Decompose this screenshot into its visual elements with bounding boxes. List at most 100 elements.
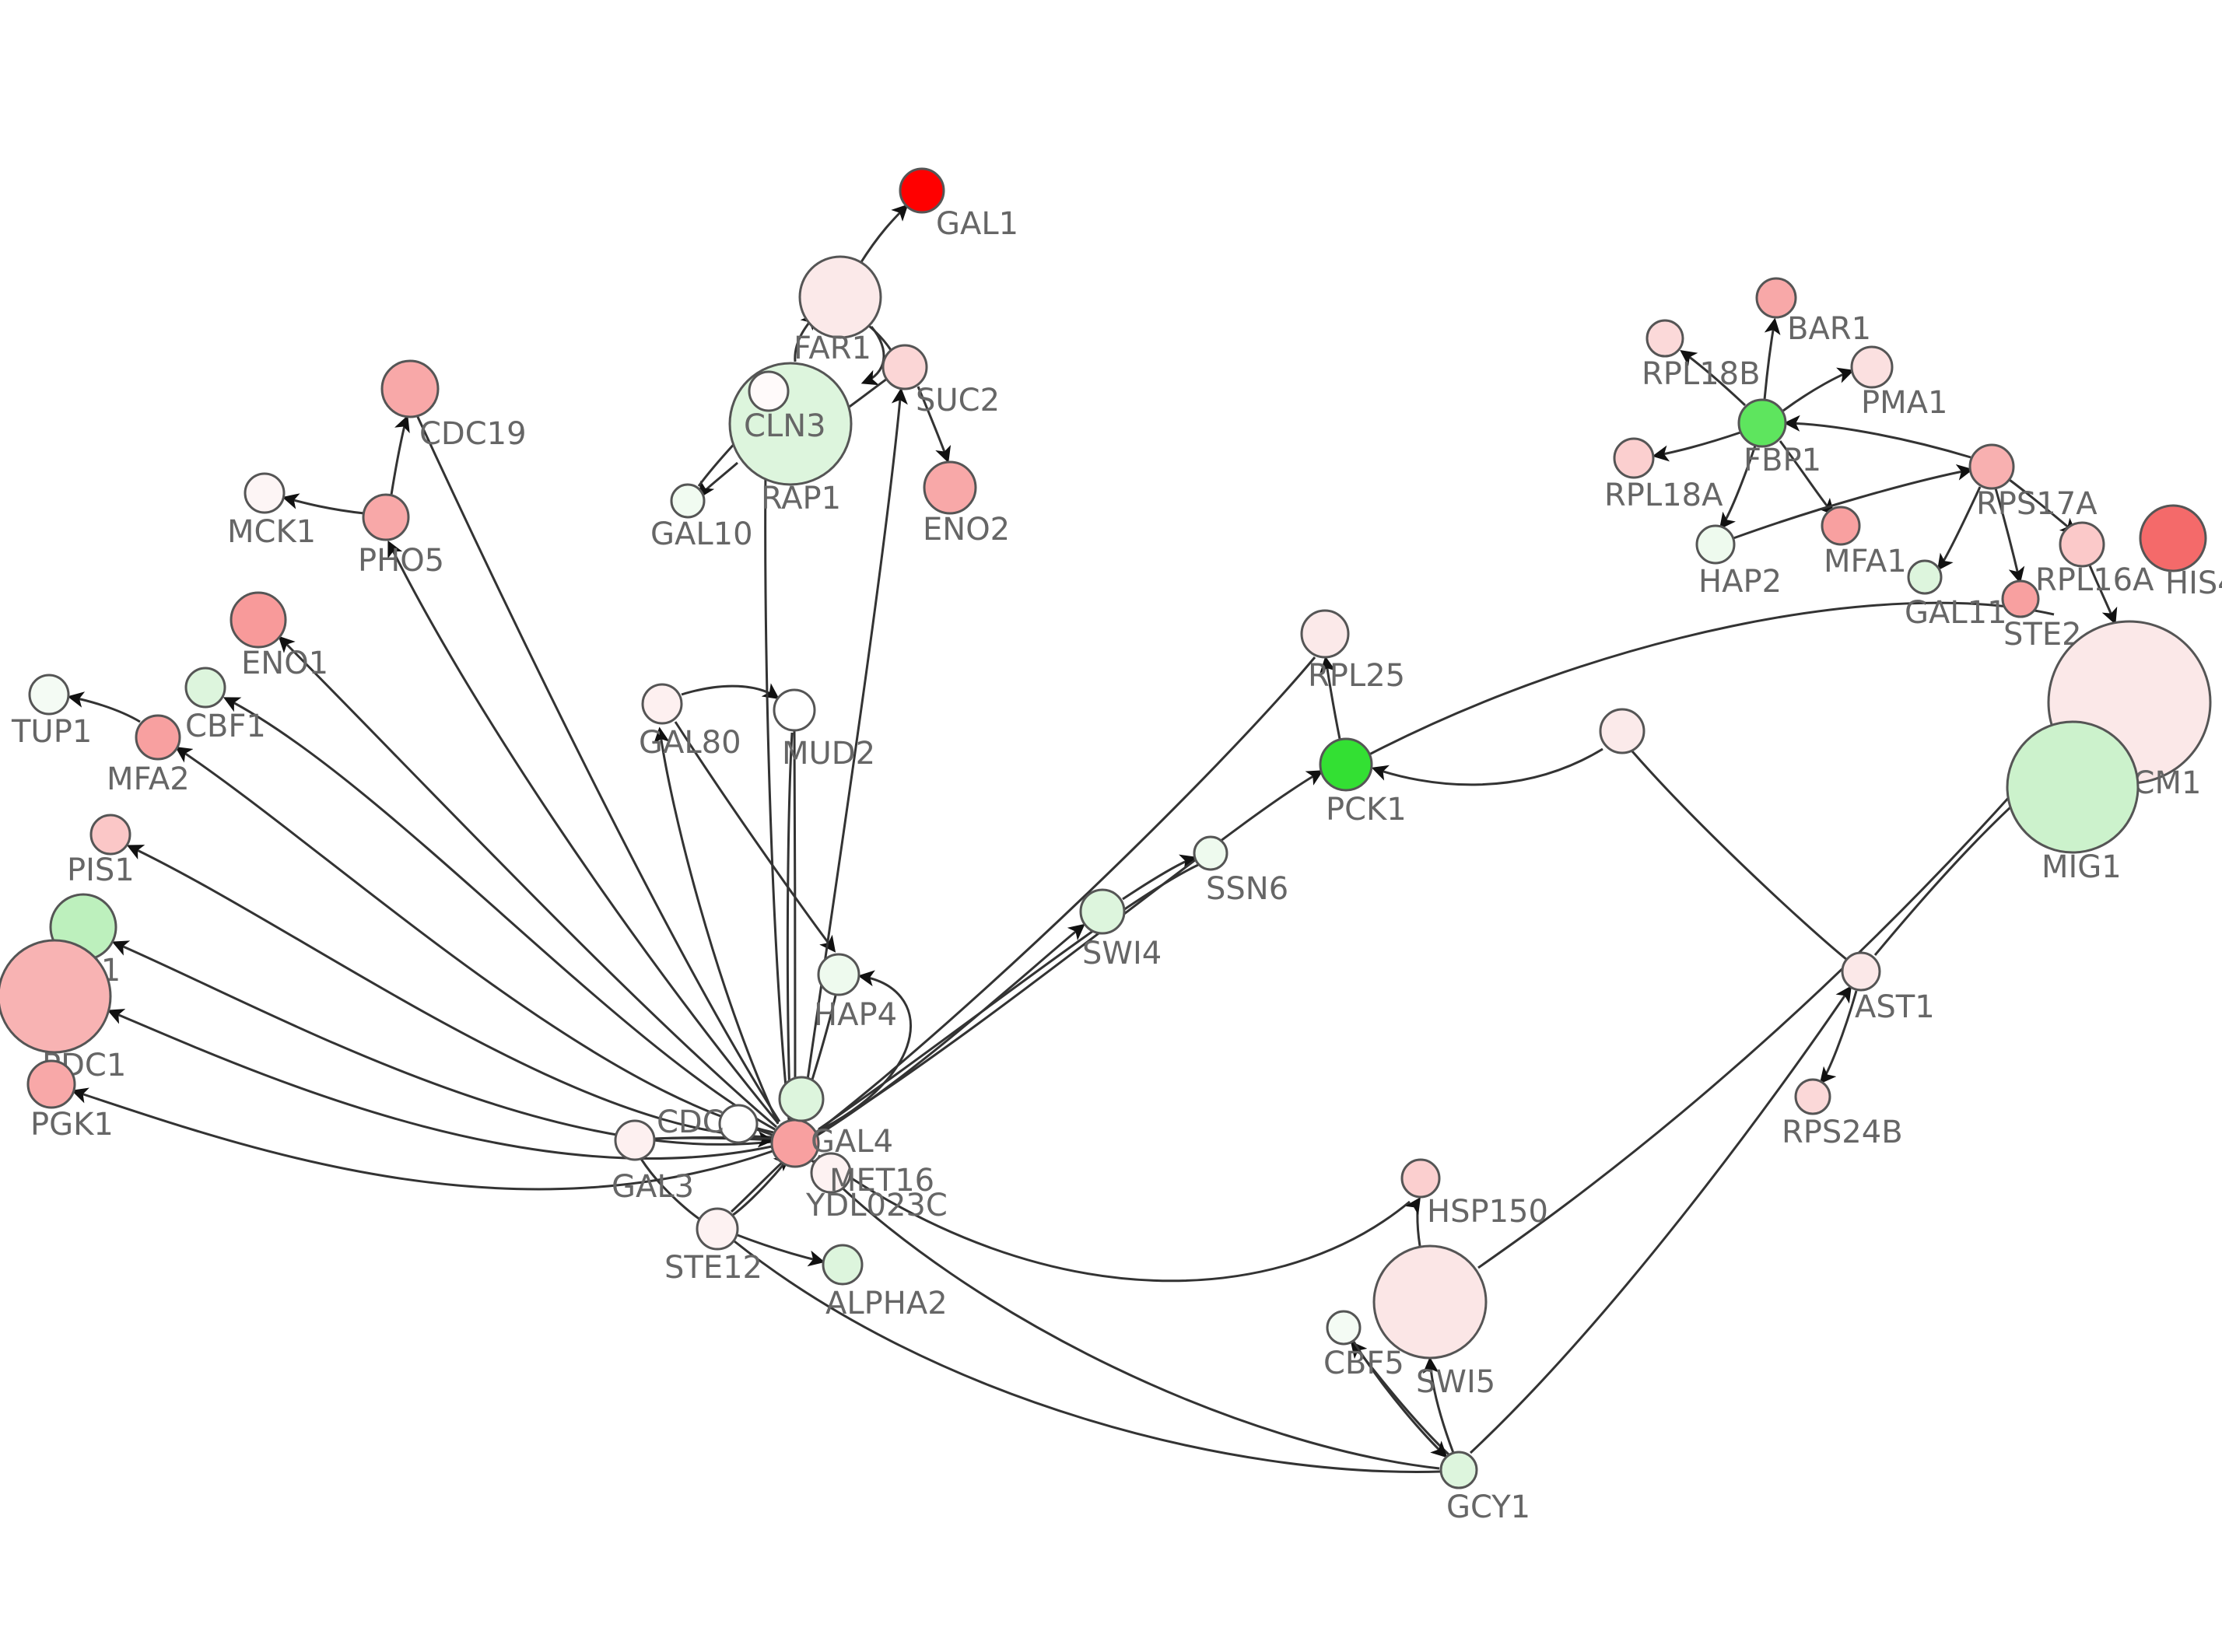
node-circle-ast1[interactable] [1841, 951, 1881, 992]
node-tup1[interactable]: TUP1 [11, 674, 92, 750]
node-circle-rap1[interactable] [748, 370, 790, 412]
node-pgk1[interactable]: PGK1 [26, 1059, 114, 1143]
node-circle-rpl18b[interactable] [1645, 319, 1684, 358]
node-pck1[interactable]: PCK1 [1319, 737, 1407, 828]
node-circle-pho5[interactable] [362, 493, 410, 541]
node-rps24b[interactable]: RPS24B [1782, 1078, 1903, 1150]
node-circle-ydl023c[interactable] [810, 1152, 852, 1194]
node-circle-rpl25[interactable] [1300, 609, 1350, 659]
node-circle-gal80[interactable] [641, 683, 683, 725]
node-circle-gal1[interactable] [899, 167, 945, 214]
node-gal3[interactable]: GAL3 [612, 1119, 694, 1205]
node-circle-far1[interactable] [798, 255, 882, 339]
node-rps17a[interactable]: RPS17A [1968, 443, 2098, 522]
node-pho5[interactable]: PHO5 [358, 493, 444, 579]
node-hap4[interactable]: HAP4 [814, 953, 897, 1033]
node-circle-alpha2[interactable] [822, 1244, 864, 1286]
node-his4[interactable]: HIS4 [2139, 504, 2222, 601]
node-eno2[interactable]: ENO2 [923, 460, 1010, 548]
node-pma1[interactable]: PMA1 [1850, 345, 1947, 421]
node-rpl18b[interactable]: RPL18B [1642, 319, 1761, 392]
node-circle-suc2[interactable] [881, 344, 928, 390]
node-gal10[interactable]: GAL10 [650, 483, 753, 552]
node-circle-pdc1[interactable] [0, 939, 112, 1054]
node-circle-eno1[interactable] [230, 591, 287, 649]
node-mud2[interactable]: MUD2 [773, 688, 875, 772]
node-circle-bar1[interactable] [1755, 277, 1797, 319]
node-ast1[interactable]: AST1 [1841, 951, 1935, 1025]
node-pis1[interactable]: PIS1 [67, 814, 135, 888]
node-eno1[interactable]: ENO1 [230, 591, 328, 681]
node-mig1[interactable]: MIG1 [2006, 720, 2140, 885]
node-rpl16a[interactable]: RPL16A [2035, 521, 2154, 598]
node-cbf5[interactable]: CBF5 [1323, 1310, 1404, 1381]
node-suc2[interactable]: SUC2 [881, 344, 1000, 418]
node-circle-pgk1[interactable] [26, 1059, 76, 1109]
node-circle-ssn6[interactable] [1193, 835, 1228, 871]
node-swi4[interactable]: SWI4 [1079, 888, 1162, 971]
node-gal11[interactable]: GAL11 [1905, 559, 2007, 631]
node-circle-met16[interactable] [778, 1076, 825, 1122]
node-circle-gal11[interactable] [1907, 559, 1943, 595]
node-circle-rpl18a[interactable] [1613, 437, 1655, 479]
node-fbp1[interactable]: FBP1 [1737, 398, 1821, 478]
node-far1[interactable]: FAR1 [794, 255, 882, 366]
node-circle-unnamed_a[interactable] [1599, 708, 1645, 754]
node-met16[interactable]: MET16 [778, 1076, 934, 1199]
node-label-cln3: CLN3 [744, 408, 826, 444]
node-circle-pck1[interactable] [1319, 737, 1373, 792]
node-circle-gal10[interactable] [670, 483, 706, 519]
node-circle-eno2[interactable] [923, 460, 977, 515]
node-pdc1[interactable]: PDC1 [0, 939, 126, 1083]
node-circle-ste2[interactable] [2001, 579, 2040, 618]
node-ste12[interactable]: STE12 [664, 1207, 762, 1286]
node-circle-hap4[interactable] [817, 953, 860, 996]
node-circle-gal3[interactable] [614, 1119, 656, 1161]
node-mfa1[interactable]: MFA1 [1821, 506, 1907, 579]
node-gal1[interactable]: GAL1 [899, 167, 1018, 242]
node-circle-rps24b[interactable] [1794, 1078, 1831, 1115]
node-hsp150[interactable]: HSP150 [1400, 1158, 1548, 1230]
node-circle-ste12[interactable] [696, 1207, 739, 1251]
node-circle-hap2[interactable] [1695, 524, 1736, 565]
node-cdc19[interactable]: CDC19 [380, 359, 527, 452]
node-cdc39[interactable]: CDC [657, 1104, 759, 1144]
node-circle-gcy1[interactable] [1439, 1451, 1478, 1489]
node-circle-mfa1[interactable] [1821, 506, 1861, 546]
node-mfa2[interactable]: MFA2 [107, 714, 190, 797]
node-unnamed_a[interactable] [1599, 708, 1645, 754]
node-circle-mud2[interactable] [773, 688, 816, 732]
node-alpha2[interactable]: ALPHA2 [822, 1244, 948, 1321]
node-bar1[interactable]: BAR1 [1755, 277, 1871, 347]
node-cln3[interactable]: CLN3 [728, 362, 853, 486]
node-circle-tup1[interactable] [28, 674, 70, 716]
node-gal80[interactable]: GAL80 [639, 683, 741, 761]
node-cbf1[interactable]: CBF1 [184, 667, 266, 744]
node-circle-fbp1[interactable] [1737, 398, 1787, 448]
node-swi5[interactable]: SWI5 [1372, 1244, 1495, 1400]
node-hap2[interactable]: HAP2 [1695, 524, 1782, 600]
node-circle-swi4[interactable] [1079, 888, 1126, 935]
node-ydl023c[interactable]: YDL023C [805, 1152, 948, 1223]
node-circle-mig1[interactable] [2006, 720, 2140, 854]
node-circle-cdc39[interactable] [718, 1104, 759, 1144]
node-ste2[interactable]: STE2 [2001, 579, 2082, 653]
node-circle-pis1[interactable] [89, 814, 131, 856]
node-circle-swi5[interactable] [1372, 1244, 1488, 1360]
node-circle-cdc19[interactable] [380, 359, 440, 418]
node-gcy1[interactable]: GCY1 [1439, 1451, 1530, 1525]
node-ssn6[interactable]: SSN6 [1193, 835, 1288, 907]
node-circle-cbf5[interactable] [1326, 1310, 1362, 1346]
node-circle-rps17a[interactable] [1968, 443, 2015, 490]
node-circle-hsp150[interactable] [1400, 1158, 1441, 1199]
node-circle-pma1[interactable] [1850, 345, 1894, 389]
node-rpl18a[interactable]: RPL18A [1604, 437, 1723, 513]
node-circle-mfa2[interactable] [135, 714, 181, 761]
node-rpl25[interactable]: RPL25 [1300, 609, 1405, 694]
node-mck1[interactable]: MCK1 [227, 472, 316, 550]
node-circle-rpl16a[interactable] [2059, 521, 2105, 568]
node-rap1[interactable]: RAP1 [748, 370, 841, 516]
node-circle-his4[interactable] [2139, 504, 2207, 572]
node-circle-mck1[interactable] [244, 472, 286, 514]
node-circle-cbf1[interactable] [184, 667, 226, 709]
